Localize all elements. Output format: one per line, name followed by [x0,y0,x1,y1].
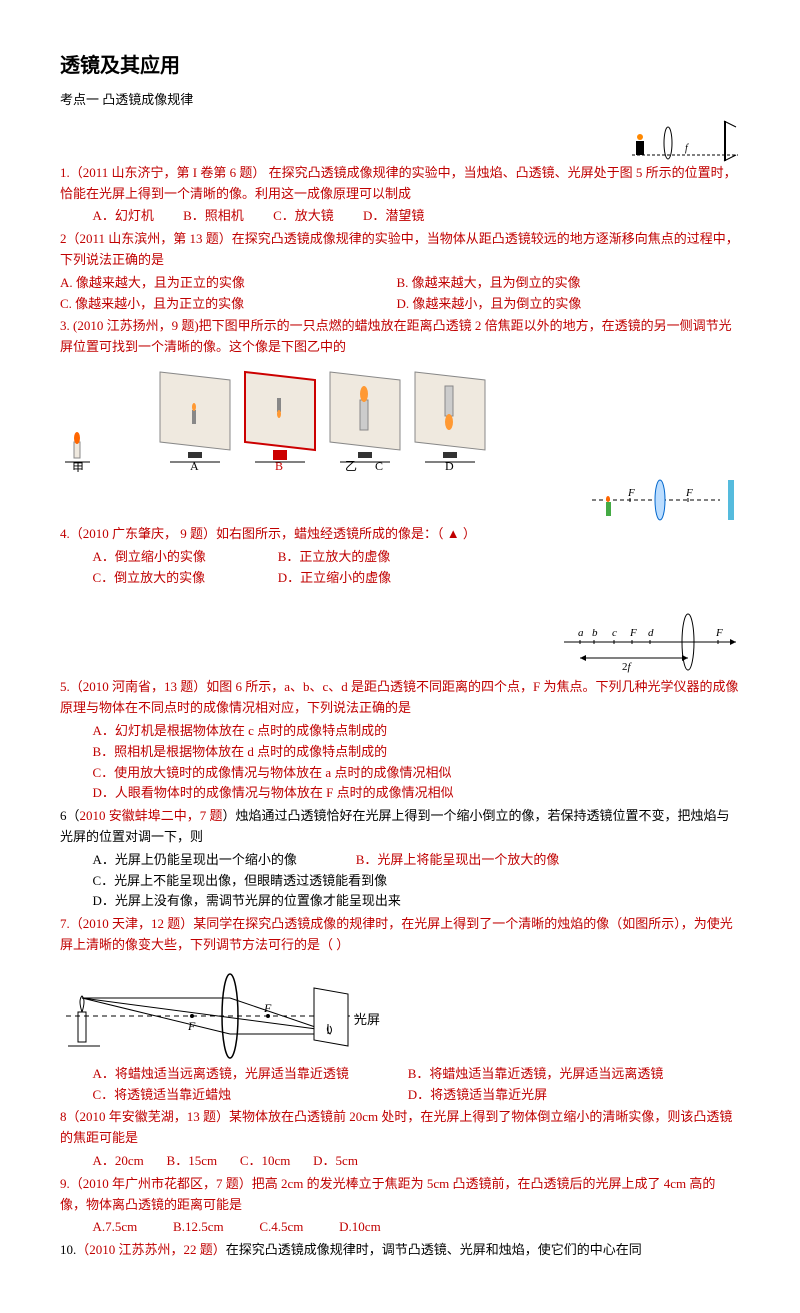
q9-opt-b: B.12.5cm [173,1219,224,1234]
q10-stem: 10.（2010 江苏苏州，22 题）在探究凸透镜成像规律时，调节凸透镜、光屏和… [60,1240,740,1261]
svg-text:A: A [190,459,199,472]
svg-text:F: F [627,487,635,499]
title: 透镜及其应用 [60,50,740,82]
q1-stem: 1.（2011 山东济宁，第 I 卷第 6 题） 在探究凸透镜成像规律的实验中，… [60,163,740,205]
svg-text:2f: 2f [622,661,633,673]
q10-s2: （2010 江苏苏州，22 题） [76,1242,226,1257]
q4-opt-d: D．正立缩小的虚像 [278,570,391,585]
q4-opt-b: B．正立放大的虚像 [278,549,391,564]
q1-opt-a: A．幻灯机 [93,206,154,227]
q7-options: A．将蜡烛适当远离透镜，光屏适当靠近透镜 B．将蜡烛适当靠近透镜，光屏适当远离透… [60,1064,740,1106]
svg-text:d: d [648,627,654,639]
q8-opt-b: B．15cm [167,1153,218,1168]
q6-s2: 2010 安徽蚌埠二中，7 题 [80,808,223,823]
q1-options: A．幻灯机 B．照相机 C．放大镜 D．潜望镜 [60,206,740,227]
q4-figure: F F [590,476,740,524]
q4-opt-a: A．倒立缩小的实像 [93,547,275,568]
q5-options: A．幻灯机是根据物体放在 c 点时的成像特点制成的 B．照相机是根据物体放在 d… [60,721,740,804]
svg-text:F: F [187,1019,196,1033]
q5-stem: 5.（2010 河南省，13 题）如图 6 所示，a、b、c、d 是距凸透镜不同… [60,677,740,719]
q6-opt-b: B．光屏上将能呈现出一个放大的像 [356,852,560,867]
subtitle: 考点一 凸透镜成像规律 [60,90,740,111]
svg-text:乙: 乙 [345,459,357,472]
q4-stem: 4.（2010 广东肇庆， 9 题）如右图所示，蜡烛经透镜所成的像是：（ ▲ ） [60,524,740,545]
q8-opt-c: C．10cm [240,1153,291,1168]
q9-options: A.7.5cm B.12.5cm C.4.5cm D.10cm [60,1217,740,1238]
q8-opt-a: A．20cm [93,1153,144,1168]
q5-figure: a b c d F F 2f [560,602,740,677]
q2-opt-c: C. 像越来越小，且为正立的实像 [60,294,393,315]
svg-text:F: F [685,487,693,499]
q2-opt-d: D. 像越来越小，且为倒立的实像 [396,294,729,315]
svg-text:光屏: 光屏 [354,1012,380,1027]
q5-opt-b: B．照相机是根据物体放在 d 点时的成像特点制成的 [93,742,741,763]
q1-opt-d: D．潜望镜 [363,206,424,227]
q6-options: A．光屏上仍能呈现出一个缩小的像 B．光屏上将能呈现出一个放大的像 C．光屏上不… [60,850,740,912]
svg-text:f: f [685,143,689,154]
q7-opt-d: D．将透镜适当靠近光屏 [408,1087,547,1102]
q6-opt-a: A．光屏上仍能呈现出一个缩小的像 [93,850,353,871]
q7-opt-c: C．将透镜适当靠近蜡烛 [93,1085,405,1106]
q2-stem: 2（2011 山东滨州，第 13 题）在探究凸透镜成像规律的实验中，当物体从距凸… [60,229,740,271]
q9-opt-a: A.7.5cm [93,1219,138,1234]
q10-s3: 在探究凸透镜成像规律时，调节凸透镜、光屏和烛焰，使它们的中心在同 [226,1242,642,1257]
q4-opt-c: C．倒立放大的实像 [93,568,275,589]
q8-stem: 8（2010 年安徽芜湖，13 题）某物体放在凸透镜前 20cm 处时，在光屏上… [60,1107,740,1149]
q3-figure: 甲 A B 乙C D [60,362,740,472]
q6-opt-c: C．光屏上不能呈现出像，但眼睛透过透镜能看到像 [93,871,741,892]
q9-stem: 9.（2010 年广州市花都区，7 题）把高 2cm 的发光棒立于焦距为 5cm… [60,1174,740,1216]
q7-figure: F F 光屏 [60,960,740,1060]
q6-stem: 6（2010 安徽蚌埠二中，7 题）烛焰通过凸透镜恰好在光屏上得到一个缩小倒立的… [60,806,740,848]
svg-text:甲: 甲 [72,461,84,472]
svg-text:a: a [578,627,584,639]
q6-opt-d: D．光屏上没有像，需调节光屏的位置像才能呈现出来 [93,891,741,912]
q2-options: A. 像越来越大，且为正立的实像 B. 像越来越大，且为倒立的实像 C. 像越来… [60,273,740,315]
q5-opt-a: A．幻灯机是根据物体放在 c 点时的成像特点制成的 [93,721,741,742]
svg-text:D: D [445,459,454,472]
q9-opt-d: D.10cm [339,1219,381,1234]
q7-stem: 7.（2010 天津，12 题）某同学在探究凸透镜成像的规律时，在光屏上得到了一… [60,914,740,956]
q1-opt-b: B．照相机 [183,206,244,227]
svg-text:c: c [612,627,617,639]
svg-text:F: F [263,1001,272,1015]
svg-text:B: B [275,459,283,472]
q3-stem: 3. (2010 江苏扬州，9 题)把下图甲所示的一只点燃的蜡烛放在距离凸透镜 … [60,316,740,358]
q1-figure: f [630,115,740,163]
q1-opt-c: C．放大镜 [273,206,334,227]
q4-options: A．倒立缩小的实像 B．正立放大的虚像 C．倒立放大的实像 D．正立缩小的虚像 [60,547,740,589]
q8-options: A．20cm B．15cm C．10cm D．5cm [60,1151,740,1172]
q5-opt-d: D．人眼看物体时的成像情况与物体放在 F 点时的成像情况相似 [93,783,741,804]
svg-text:C: C [375,459,383,472]
q7-opt-a: A．将蜡烛适当远离透镜，光屏适当靠近透镜 [93,1064,405,1085]
q6-s1: 6（ [60,808,80,823]
svg-text:F: F [715,627,723,639]
q5-opt-c: C．使用放大镜时的成像情况与物体放在 a 点时的成像情况相似 [93,763,741,784]
q9-opt-c: C.4.5cm [259,1219,303,1234]
q2-opt-a: A. 像越来越大，且为正立的实像 [60,273,393,294]
q10-s1: 10. [60,1242,76,1257]
svg-text:F: F [629,627,637,639]
q7-opt-b: B．将蜡烛适当靠近透镜，光屏适当远离透镜 [408,1066,664,1081]
q2-opt-b: B. 像越来越大，且为倒立的实像 [396,273,729,294]
q8-opt-d: D．5cm [313,1153,358,1168]
svg-text:b: b [592,627,598,639]
